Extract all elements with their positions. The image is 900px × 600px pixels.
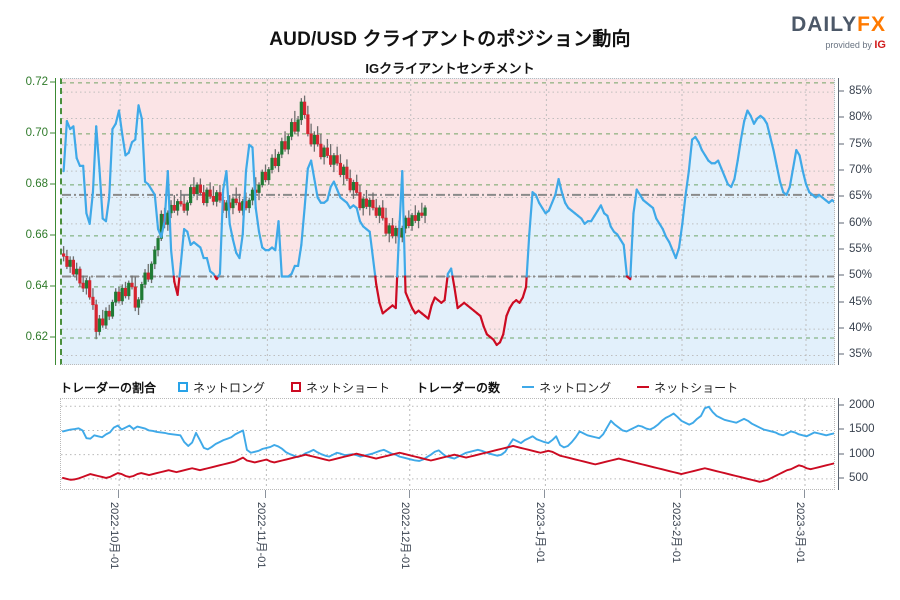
dailyfx-logo: DAILYFX provided by IG	[791, 14, 886, 51]
legend-item-net-long-pct[interactable]: ネットロング	[178, 379, 265, 396]
price-axis-spine	[55, 78, 56, 365]
chart-subtitle: IGクライアントセンチメント	[365, 61, 535, 76]
trader-count-tick-mark	[838, 477, 844, 479]
date-axis-tick-mark	[408, 490, 410, 498]
legend-label-net-long-count: ネットロング	[539, 380, 612, 395]
percent-axis-tick-mark	[838, 116, 844, 118]
trader-count-tick-label: 500	[849, 471, 869, 484]
percent-axis-tick-label: 80%	[849, 111, 873, 124]
percent-axis-tick-mark	[838, 353, 844, 355]
percent-axis-tick-label: 35%	[849, 348, 873, 361]
price-axis-tick-mark	[50, 336, 56, 338]
percent-axis-tick-label: 55%	[849, 243, 873, 256]
trader-count-tick-label: 2000	[849, 399, 875, 412]
date-axis-tick-label: 2022-10月-01	[108, 502, 121, 570]
price-axis-tick-mark	[50, 81, 56, 83]
trader-count-axis: 500 1000 1500 2000	[836, 398, 900, 490]
percent-axis-tick-label: 75%	[849, 137, 873, 150]
percent-axis-tick-label: 60%	[849, 216, 873, 229]
date-axis-tick-label: 2023-1月-01	[534, 502, 547, 564]
date-axis-tick-label: 2023-3月-01	[794, 502, 806, 564]
trader-count-tick-label: 1500	[849, 423, 875, 436]
logo-provided-text: provided by	[825, 40, 875, 50]
legend-label-net-short-count: ネットショート	[654, 380, 739, 395]
page-title: AUD/USD クライアントのポジション動向	[269, 29, 631, 50]
price-axis-tick-mark	[50, 132, 56, 134]
date-axis-tick-mark	[118, 490, 120, 498]
trader-count-plot-area	[60, 398, 835, 490]
trader-count-axis-spine	[838, 398, 839, 490]
sentiment-chart-svg	[62, 79, 834, 364]
sentiment-plot-area	[60, 78, 835, 365]
percent-axis-tick-label: 50%	[849, 269, 873, 282]
percent-axis-tick-mark	[838, 301, 844, 303]
legend-dash-red-icon	[637, 386, 650, 388]
legend-square-red-icon	[291, 382, 302, 392]
price-axis-tick-label: 0.68	[25, 177, 48, 190]
legend-square-blue-icon	[178, 382, 189, 392]
legend-dash-blue-icon	[522, 386, 535, 388]
legend-item-net-long-count[interactable]: ネットロング	[522, 379, 611, 396]
percent-axis-tick-mark	[838, 195, 844, 197]
percent-axis-tick-label: 70%	[849, 164, 873, 177]
price-axis-tick-mark	[50, 285, 56, 287]
percent-axis-tick-label: 40%	[849, 322, 873, 335]
date-axis: 2022-10月-01 2022-11月-01 2022-12月-01 2023-1月…	[0, 490, 900, 600]
logo-ig-text: IG	[874, 39, 886, 51]
price-axis-tick-label: 0.72	[25, 75, 48, 88]
date-axis-tick-mark	[544, 490, 546, 498]
legend-item-net-short-count[interactable]: ネットショート	[637, 379, 738, 396]
date-axis-tick-mark	[680, 490, 681, 498]
percent-axis-tick-mark	[838, 248, 844, 250]
price-axis-tick-label: 0.66	[25, 228, 48, 241]
percent-axis-tick-mark	[838, 143, 844, 145]
date-axis-tick-mark	[804, 490, 805, 498]
price-axis: 0.62 0.64 0.66 0.68 0.70 0.72	[0, 75, 58, 365]
price-axis-tick-label: 0.62	[25, 330, 48, 343]
date-axis-tick-mark	[265, 490, 267, 498]
legend-group-count-title: トレーダーの数	[416, 380, 501, 395]
price-axis-tick-mark	[50, 234, 56, 236]
percent-axis-tick-mark	[838, 222, 844, 224]
price-axis-tick-mark	[50, 183, 56, 185]
legend-item-net-short-pct[interactable]: ネットショート	[291, 379, 390, 396]
trader-count-chart-svg	[61, 399, 834, 489]
date-axis-tick-label: 2022-11月-01	[255, 502, 268, 569]
trader-count-tick-mark	[838, 428, 844, 430]
percent-axis-spine	[838, 78, 839, 365]
legend-group-percent-title: トレーダーの割合	[60, 380, 157, 395]
date-axis-tick-label: 2023-2月-01	[670, 502, 682, 564]
percent-axis-tick-label: 65%	[849, 190, 873, 203]
price-axis-tick-label: 0.64	[25, 279, 48, 292]
percent-axis-tick-mark	[838, 90, 844, 92]
percent-axis-tick-mark	[838, 327, 844, 329]
legend-label-net-long-pct: ネットロング	[193, 380, 266, 395]
trader-count-tick-label: 1000	[849, 447, 875, 460]
legend-label-net-short-pct: ネットショート	[306, 380, 391, 395]
price-axis-tick-label: 0.70	[25, 126, 48, 139]
percent-axis-tick-mark	[838, 169, 844, 171]
percent-axis-tick-mark	[838, 274, 844, 276]
logo-fx-text: FX	[857, 13, 886, 36]
date-axis-tick-label: 2022-12月-01	[398, 502, 411, 570]
trader-count-tick-mark	[838, 404, 844, 406]
chart-legend: トレーダーの割合 ネットロング ネットショート トレーダーの数 ネットロング ネ…	[60, 377, 850, 397]
trader-count-tick-mark	[838, 453, 844, 455]
logo-daily-text: DAILY	[791, 13, 858, 36]
percent-axis-tick-label: 45%	[849, 295, 873, 308]
percent-axis: 35% 40% 45% 50% 55% 60% 65% 70% 75% 80% 85%	[836, 78, 900, 365]
percent-axis-tick-label: 85%	[849, 85, 873, 98]
